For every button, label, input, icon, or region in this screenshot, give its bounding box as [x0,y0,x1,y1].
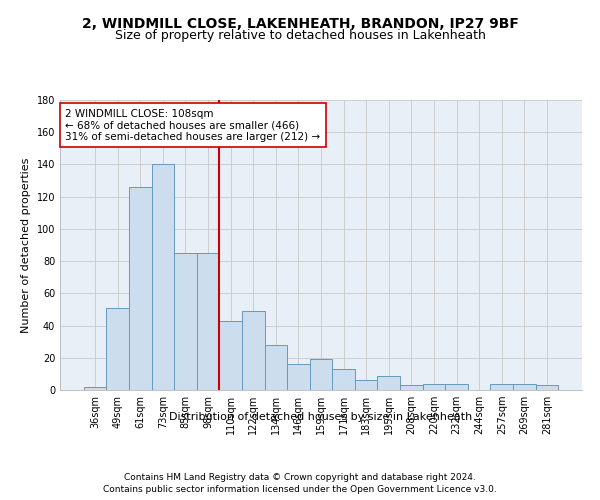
Y-axis label: Number of detached properties: Number of detached properties [21,158,31,332]
Text: Size of property relative to detached houses in Lakenheath: Size of property relative to detached ho… [115,29,485,42]
Text: 2, WINDMILL CLOSE, LAKENHEATH, BRANDON, IP27 9BF: 2, WINDMILL CLOSE, LAKENHEATH, BRANDON, … [82,18,518,32]
Text: Distribution of detached houses by size in Lakenheath: Distribution of detached houses by size … [169,412,473,422]
Bar [197,253,220,390]
Text: Contains HM Land Registry data © Crown copyright and database right 2024.: Contains HM Land Registry data © Crown c… [124,472,476,482]
Text: Contains public sector information licensed under the Open Government Licence v3: Contains public sector information licen… [103,485,497,494]
Bar [106,308,129,390]
Bar [445,384,468,390]
Bar [490,384,513,390]
Bar [355,380,377,390]
Bar [265,345,287,390]
Bar [84,387,106,390]
Text: 2 WINDMILL CLOSE: 108sqm
← 68% of detached houses are smaller (466)
31% of semi-: 2 WINDMILL CLOSE: 108sqm ← 68% of detach… [65,108,320,142]
Bar [152,164,174,390]
Bar [287,364,310,390]
Bar [332,369,355,390]
Bar [310,360,332,390]
Bar [129,187,152,390]
Bar [242,311,265,390]
Bar [174,253,197,390]
Bar [536,385,558,390]
Bar [400,385,422,390]
Bar [220,320,242,390]
Bar [422,384,445,390]
Bar [377,376,400,390]
Bar [513,384,536,390]
